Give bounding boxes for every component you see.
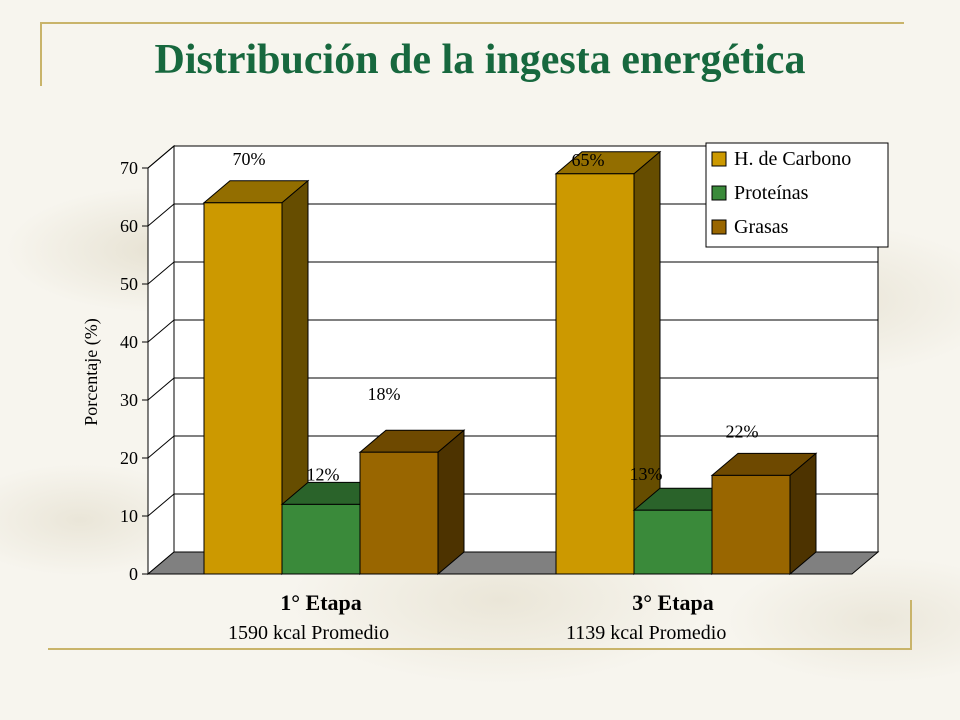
- bar-2-2: [633, 509, 713, 575]
- data-label-2-2: 13%: [630, 464, 663, 484]
- y-tick-label-50: 50: [120, 274, 138, 294]
- frame-line-bottom: [48, 648, 912, 650]
- data-label-1-1: 70%: [233, 149, 266, 169]
- y-tick-label-10: 10: [120, 506, 138, 526]
- bar-1-2: [281, 503, 361, 575]
- category-subtitle-2: 1139 kcal Promedio: [566, 622, 727, 644]
- legend-swatch-1: [711, 151, 727, 167]
- data-label-1-2: 12%: [307, 464, 340, 484]
- gridline-side-50: [147, 261, 175, 285]
- gridline-side-10: [147, 493, 175, 517]
- category-subtitle-1: 1590 kcal Promedio: [228, 622, 390, 644]
- bar-side-2-3: [789, 452, 817, 576]
- category-label-2: 3° Etapa: [632, 590, 714, 615]
- frame-line-right: [910, 600, 912, 650]
- y-tick-label-30: 30: [120, 390, 138, 410]
- slide-title: Distribución de la ingesta energética: [154, 37, 806, 83]
- category-label-1: 1° Etapa: [280, 590, 362, 615]
- y-tick-label-70: 70: [120, 158, 138, 178]
- y-tick-label-40: 40: [120, 332, 138, 352]
- bar-2-3: [711, 474, 791, 575]
- gridline-side-20: [147, 435, 175, 459]
- y-tick-label-60: 60: [120, 216, 138, 236]
- legend-box: [705, 142, 889, 248]
- gridline-side-60: [147, 203, 175, 227]
- legend-label-3: Grasas: [734, 216, 789, 238]
- frame-line-top: [40, 22, 904, 24]
- y-tick-label-20: 20: [120, 448, 138, 468]
- plot-side-wall: [147, 144, 175, 576]
- legend-swatch-2: [711, 185, 727, 201]
- legend-label-2: Proteínas: [734, 182, 809, 204]
- y-tick-label-0: 0: [129, 564, 138, 584]
- bar-1-1: [203, 202, 283, 575]
- data-label-2-3: 22%: [726, 421, 759, 441]
- y-axis-label: Porcentaje (%): [81, 318, 102, 425]
- bar-side-1-3: [437, 429, 465, 576]
- frame-line-left: [40, 22, 42, 86]
- legend-swatch-3: [711, 219, 727, 235]
- bar-1-3: [359, 451, 439, 575]
- gridline-side-40: [147, 319, 175, 343]
- gridline-side-30: [147, 377, 175, 401]
- legend-label-1: H. de Carbono: [734, 148, 851, 170]
- bar-2-1: [555, 173, 635, 575]
- data-label-2-1: 65%: [572, 150, 605, 170]
- data-label-1-3: 18%: [368, 384, 401, 404]
- gridline-side-70: [147, 145, 175, 169]
